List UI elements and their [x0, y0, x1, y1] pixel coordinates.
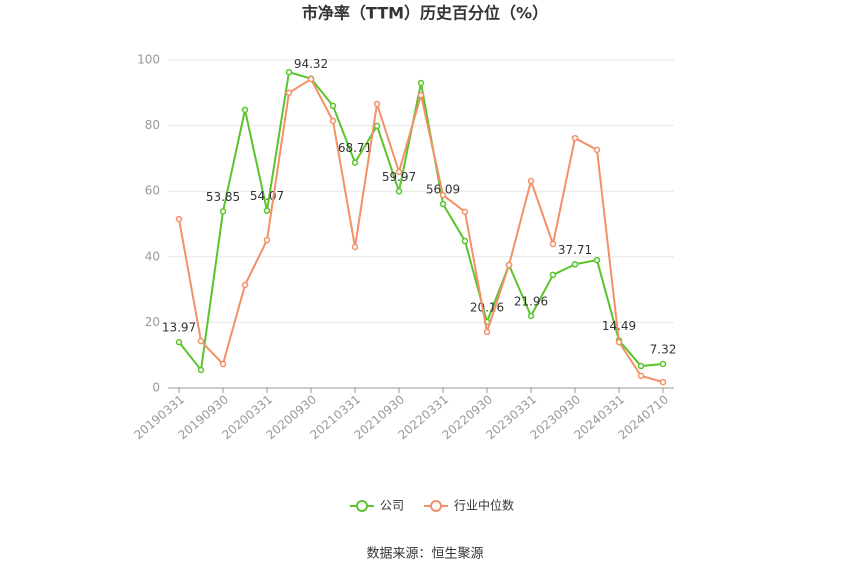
data-label: 54.07 — [250, 189, 284, 203]
point — [571, 134, 579, 142]
point — [615, 338, 623, 346]
source: 数据来源：恒生聚源 — [366, 547, 483, 562]
y-tick-label: 60 — [145, 184, 160, 198]
point — [549, 240, 557, 248]
point — [219, 360, 227, 368]
point — [593, 146, 601, 154]
data-label: 7.32 — [650, 342, 677, 356]
point — [527, 177, 535, 185]
y-tick-label: 100 — [137, 53, 160, 67]
point — [241, 281, 249, 289]
data-label: 68.71 — [338, 141, 372, 155]
point — [439, 191, 447, 199]
point — [175, 338, 183, 346]
point — [351, 243, 359, 251]
point — [373, 100, 381, 108]
point — [395, 168, 403, 176]
point — [637, 372, 645, 380]
chart-title: 市净率（TTM）历史百分位（%） — [302, 4, 548, 23]
point — [593, 256, 601, 264]
y-tick-label: 20 — [145, 315, 160, 329]
data-label: 20.16 — [470, 300, 504, 314]
series-line — [178, 70, 664, 373]
point — [241, 106, 249, 114]
point — [263, 207, 271, 214]
point — [307, 75, 315, 83]
point — [417, 91, 425, 99]
point — [461, 208, 469, 216]
data-label: 53.85 — [206, 190, 240, 204]
point — [351, 159, 359, 166]
point — [285, 89, 293, 97]
legend-label: 公司 — [380, 499, 404, 513]
data-label: 59.97 — [382, 170, 416, 184]
point — [439, 200, 447, 208]
data-label: 21.96 — [514, 294, 548, 308]
y-tick-label: 0 — [152, 381, 160, 395]
data-label: 94.32 — [294, 57, 328, 71]
point — [263, 236, 271, 244]
data-label: 37.71 — [558, 243, 592, 257]
point — [659, 360, 667, 368]
point — [329, 117, 337, 125]
point — [417, 79, 425, 87]
point — [197, 366, 205, 374]
y-tick-label: 40 — [145, 249, 160, 263]
point — [285, 68, 293, 76]
point — [175, 215, 183, 223]
point — [461, 237, 469, 245]
point — [571, 261, 579, 268]
legend-marker — [430, 500, 443, 512]
legend-marker — [356, 500, 368, 512]
point — [505, 261, 513, 269]
point — [197, 337, 205, 345]
point — [659, 378, 667, 386]
data-label: 56.09 — [426, 183, 460, 197]
series-line — [178, 77, 664, 384]
data-label: 13.97 — [162, 321, 196, 335]
point — [395, 188, 403, 195]
point — [549, 271, 557, 279]
data-label: 14.49 — [602, 319, 636, 333]
point — [219, 208, 227, 215]
point — [637, 362, 645, 370]
point — [373, 122, 381, 130]
legend-label: 行业中位数 — [454, 498, 514, 513]
point — [329, 102, 337, 110]
point — [483, 328, 491, 336]
y-tick-label: 80 — [145, 118, 160, 132]
point — [527, 312, 535, 320]
